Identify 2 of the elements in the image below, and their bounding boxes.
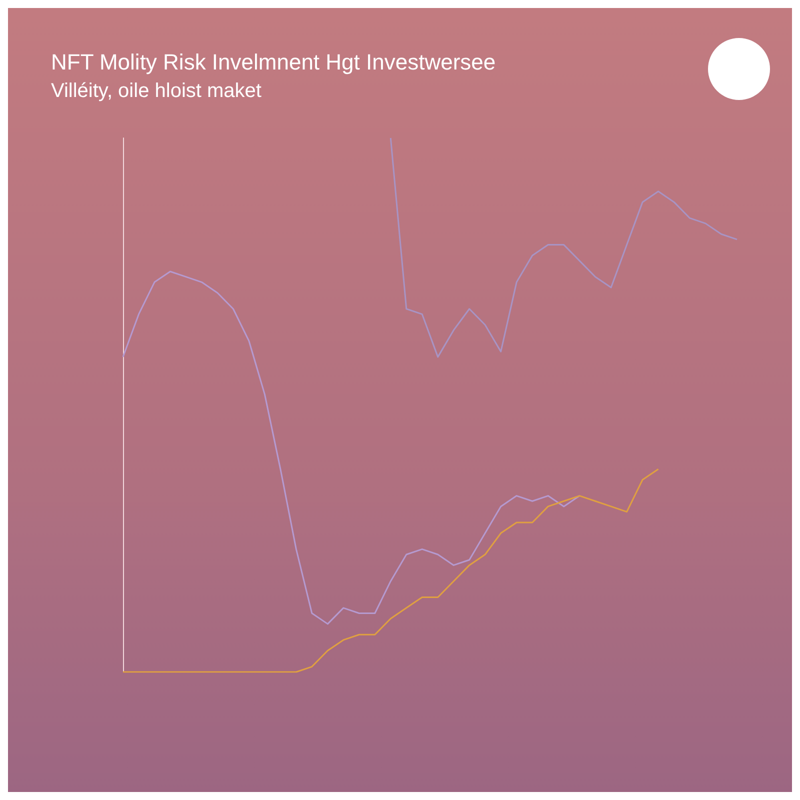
chart-title: NFT Molity Risk Invelmnent Hgt Investwersee: [51, 50, 496, 74]
chart-subtitle: Villéity, oile hloist maket: [51, 80, 262, 102]
